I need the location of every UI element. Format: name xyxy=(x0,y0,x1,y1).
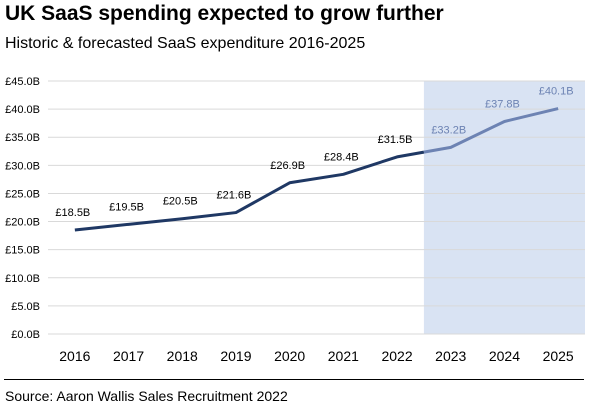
y-tick-label: £0.0B xyxy=(11,329,40,341)
x-tick-label: 2022 xyxy=(381,348,412,364)
y-axis-tick-labels: £0.0B £5.0B £10.0B £15.0B £20.0B £25.0B £30.0B… xyxy=(5,76,40,341)
y-tick-label: £20.0B xyxy=(5,217,40,229)
gridlines xyxy=(48,80,585,335)
source-divider xyxy=(4,379,584,380)
data-label: £31.5B xyxy=(378,134,413,146)
y-tick-label: £40.0B xyxy=(5,104,40,116)
x-tick-label: 2017 xyxy=(113,348,144,364)
y-tick-label: £30.0B xyxy=(5,160,40,172)
forecast-band xyxy=(423,81,585,334)
data-label: £33.2B xyxy=(431,124,466,136)
data-label: £28.4B xyxy=(324,151,359,163)
x-tick-label: 2024 xyxy=(489,348,520,364)
series-line-forecast xyxy=(423,107,559,154)
data-labels: £18.5B £19.5B £20.5B £21.6B £26.9B £28.4B £31.… xyxy=(55,86,573,219)
forecast-band-layer xyxy=(423,81,585,334)
y-tick-label: £35.0B xyxy=(5,132,40,144)
x-tick-label: 2021 xyxy=(328,348,359,364)
data-label: £26.9B xyxy=(270,160,305,172)
series-lines xyxy=(74,107,559,232)
chart-title: UK SaaS spending expected to grow furthe… xyxy=(5,2,444,25)
x-tick-label: 2016 xyxy=(59,348,90,364)
data-label: £20.5B xyxy=(163,196,198,208)
x-axis-tick-labels: 2016 2017 2018 2019 2020 2021 2022 2023 2024 2025 xyxy=(59,348,574,364)
source-note: Source: Aaron Wallis Sales Recruitment 2… xyxy=(5,388,288,404)
chart-subtitle: Historic & forecasted SaaS expenditure 2… xyxy=(5,35,366,52)
y-tick-label: £5.0B xyxy=(11,301,40,313)
x-tick-label: 2025 xyxy=(543,348,574,364)
y-tick-label: £45.0B xyxy=(5,76,40,88)
x-tick-label: 2020 xyxy=(274,348,305,364)
y-tick-label: £25.0B xyxy=(5,188,40,200)
data-label: £37.8B xyxy=(485,98,520,110)
x-tick-label: 2018 xyxy=(167,348,198,364)
x-tick-label: 2023 xyxy=(435,348,466,364)
data-label: £19.5B xyxy=(109,201,144,213)
y-tick-label: £15.0B xyxy=(5,245,40,257)
data-label: £40.1B xyxy=(539,86,574,98)
y-tick-label: £10.0B xyxy=(5,273,40,285)
series-line-historic xyxy=(74,150,425,232)
x-tick-label: 2019 xyxy=(220,348,251,364)
data-label: £21.6B xyxy=(217,190,252,202)
data-label: £18.5B xyxy=(55,207,90,219)
